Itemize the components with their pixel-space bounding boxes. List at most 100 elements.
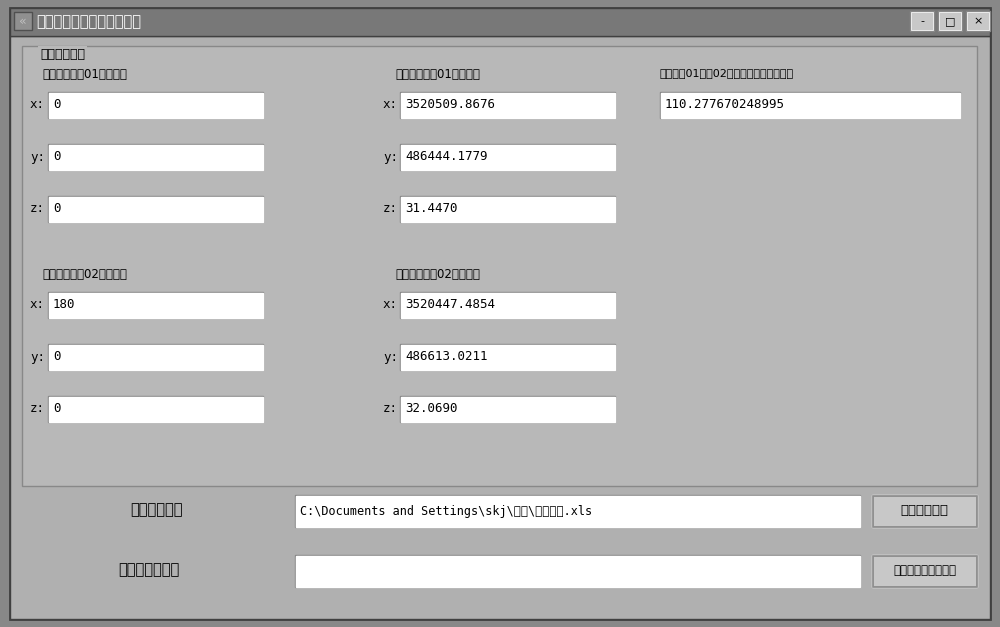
Bar [296, 496, 860, 527]
Bar [14, 12, 32, 30]
Bar [400, 144, 615, 170]
Bar [295, 555, 860, 587]
Bar [49, 145, 262, 169]
Bar [49, 397, 262, 421]
Text: «: « [19, 14, 27, 28]
Text: 中铁四局拱肋坐标转换程序: 中铁四局拱肋坐标转换程序 [36, 14, 141, 29]
Text: ×: × [973, 16, 983, 26]
Text: z:: z: [30, 403, 45, 416]
Bar [22, 46, 977, 486]
Bar [49, 197, 263, 222]
Bar [48, 344, 263, 370]
Text: □: □ [945, 16, 955, 26]
Bar [296, 496, 859, 526]
Bar [660, 92, 960, 118]
Text: y:: y: [30, 150, 45, 164]
Bar [295, 495, 860, 527]
Text: z:: z: [383, 203, 398, 216]
Text: 32.0690: 32.0690 [405, 403, 458, 416]
Text: x:: x: [30, 298, 45, 312]
Text: 0: 0 [53, 150, 60, 164]
Text: 原坐标系拱脚02点坐标：: 原坐标系拱脚02点坐标： [42, 268, 127, 281]
Bar [48, 92, 263, 118]
Bar [401, 93, 614, 117]
Text: x:: x: [383, 298, 398, 312]
Bar [401, 397, 615, 422]
Bar [400, 344, 615, 370]
Bar [400, 396, 615, 422]
Text: z:: z: [30, 203, 45, 216]
Bar [401, 397, 614, 421]
Text: -: - [920, 16, 924, 26]
Bar [49, 197, 262, 221]
Bar [401, 293, 615, 318]
Bar [400, 196, 615, 222]
Bar [966, 11, 990, 31]
Text: 转化为新坐标系坐标: 转化为新坐标系坐标 [893, 564, 956, 577]
Bar [296, 556, 860, 587]
Text: 选择原始数据: 选择原始数据 [900, 505, 948, 517]
Text: z:: z: [383, 403, 398, 416]
Text: 0: 0 [53, 98, 60, 112]
Bar [401, 293, 614, 317]
Bar [400, 92, 615, 118]
Bar [400, 292, 615, 318]
Bar [49, 293, 262, 317]
Bar [401, 345, 614, 369]
Bar [873, 556, 976, 586]
Text: 3520509.8676: 3520509.8676 [405, 98, 495, 112]
Bar [872, 495, 977, 527]
Bar [661, 93, 959, 117]
Bar [401, 145, 614, 169]
Bar [911, 12, 933, 30]
Text: 486613.0211: 486613.0211 [405, 350, 488, 364]
Bar [939, 12, 961, 30]
Bar [48, 144, 263, 170]
Text: 新坐标系拱脚01点坐标：: 新坐标系拱脚01点坐标： [395, 68, 480, 81]
Bar [296, 556, 859, 586]
Text: 新坐标系拱脚02点坐标：: 新坐标系拱脚02点坐标： [395, 268, 480, 281]
Text: 原始数据输入: 原始数据输入 [40, 48, 85, 61]
Bar [872, 555, 977, 587]
Text: 31.4470: 31.4470 [405, 203, 458, 216]
Bar [49, 397, 263, 422]
Bar [49, 145, 263, 170]
Text: y:: y: [383, 350, 398, 364]
Bar [873, 496, 976, 526]
Bar [401, 145, 615, 170]
Text: 110.277670248995: 110.277670248995 [665, 98, 785, 112]
Bar [49, 293, 263, 318]
Bar [401, 197, 615, 222]
Text: 原坐标系拱脚01点坐标：: 原坐标系拱脚01点坐标： [42, 68, 127, 81]
Text: 486444.1779: 486444.1779 [405, 150, 488, 164]
Bar [401, 197, 614, 221]
Text: 180: 180 [53, 298, 76, 312]
Bar [49, 345, 263, 370]
Bar [872, 495, 977, 527]
Text: 0: 0 [53, 203, 60, 216]
Text: 3520447.4854: 3520447.4854 [405, 298, 495, 312]
Text: x:: x: [30, 98, 45, 112]
Bar [401, 345, 615, 370]
Text: C:\Documents and Settings\skj\桌面\原始数据.xls: C:\Documents and Settings\skj\桌面\原始数据.xl… [300, 505, 592, 517]
Bar [967, 12, 989, 30]
Bar [910, 11, 934, 31]
Bar [48, 396, 263, 422]
Bar [661, 93, 960, 118]
Text: y:: y: [30, 350, 45, 364]
Bar [49, 93, 263, 118]
Bar [49, 345, 262, 369]
Text: 新坐标系01点至02点坐标方位角（度）：: 新坐标系01点至02点坐标方位角（度）： [660, 68, 794, 78]
Bar [49, 93, 262, 117]
Text: 0: 0 [53, 403, 60, 416]
Text: 导入数据路径: 导入数据路径 [130, 502, 182, 517]
Text: 保存新数据路径: 保存新数据路径 [118, 562, 179, 577]
Bar [401, 93, 615, 118]
Bar [10, 8, 990, 36]
Text: 0: 0 [53, 350, 60, 364]
Bar [938, 11, 962, 31]
Text: y:: y: [383, 150, 398, 164]
Text: x:: x: [383, 98, 398, 112]
Bar [872, 555, 977, 587]
Bar [48, 292, 263, 318]
